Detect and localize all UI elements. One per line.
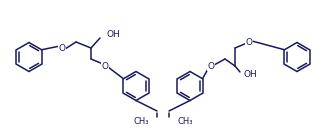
Text: O: O	[245, 38, 253, 47]
Text: CH₃: CH₃	[134, 116, 149, 126]
Text: CH₃: CH₃	[177, 116, 192, 126]
Text: O: O	[101, 61, 109, 70]
Text: O: O	[58, 44, 66, 53]
Text: OH: OH	[106, 29, 120, 39]
Text: OH: OH	[243, 70, 257, 79]
Text: O: O	[208, 61, 215, 70]
